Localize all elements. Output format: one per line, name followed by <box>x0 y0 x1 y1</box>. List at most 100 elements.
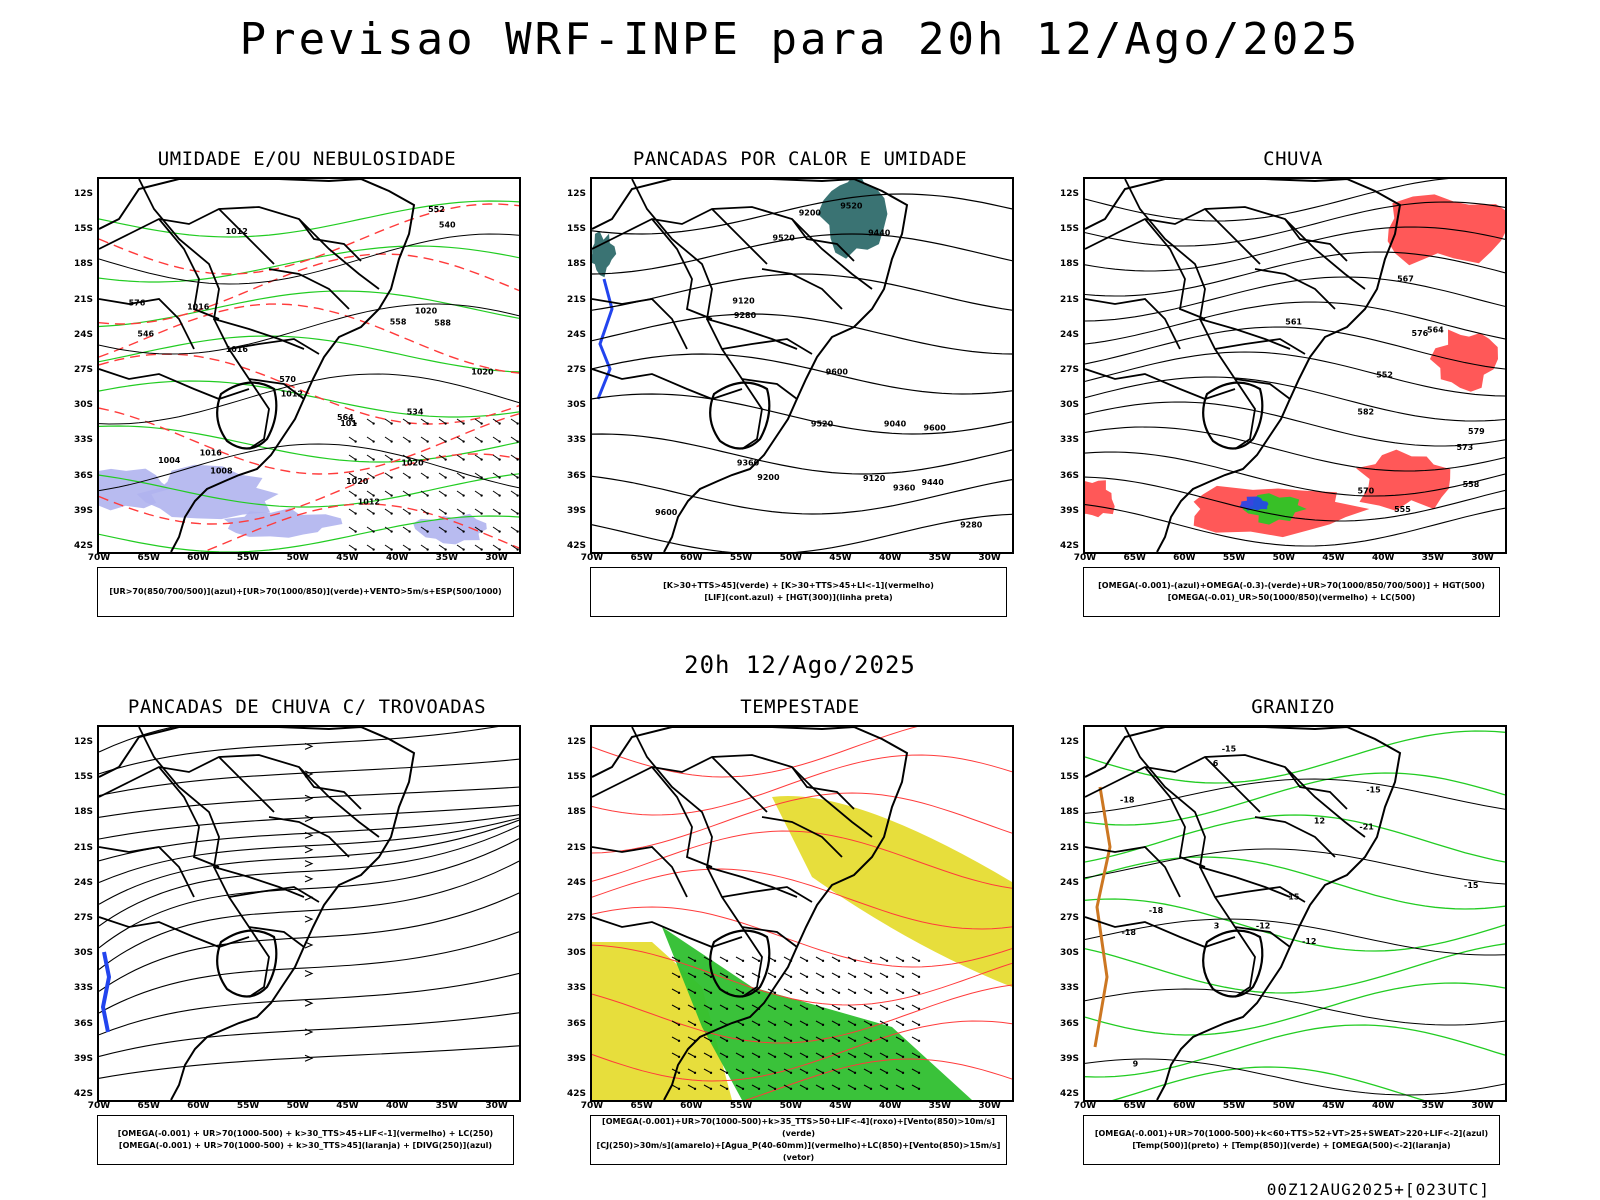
wind-vector-head <box>426 512 429 515</box>
wind-vector-head <box>426 422 429 425</box>
wind-vector-head <box>677 975 681 979</box>
wind-vector <box>815 1084 824 1090</box>
streamline-arrow <box>304 1028 314 1036</box>
wind-vector-head <box>516 422 519 425</box>
height-500-contour <box>1085 276 1505 322</box>
wind-vector-head <box>677 959 681 963</box>
lon-tick-label: 50W <box>779 553 803 563</box>
wind-vector-head <box>821 959 825 963</box>
wind-vector-head <box>516 512 519 515</box>
wind-vector-head <box>837 1039 841 1043</box>
wind-vector-head <box>408 548 411 551</box>
wind-vector <box>783 956 792 962</box>
height-300-contour <box>592 475 1012 515</box>
coastline <box>1085 179 1402 552</box>
wind-vector <box>671 956 680 962</box>
streamline-arrow <box>304 999 314 1007</box>
lat-tick-label: 27S <box>73 365 93 375</box>
humidity-low-contour <box>99 335 519 373</box>
wind-vector <box>687 972 696 978</box>
wind-vector <box>847 1068 856 1074</box>
wind-vector-head <box>444 512 447 515</box>
wind-vector-head <box>821 1055 825 1059</box>
wind-vector-head <box>885 1071 889 1075</box>
wind-vector-head <box>741 1055 745 1059</box>
wind-vector-head <box>773 991 777 995</box>
lat-tick-label: 27S <box>1059 365 1079 375</box>
lon-tick-label: 50W <box>779 1101 803 1111</box>
wind-vector-head <box>789 1039 793 1043</box>
lon-tick-label: 35W <box>1421 1101 1445 1111</box>
height-300-contour <box>592 233 1012 275</box>
contour-label: 564 <box>1427 325 1444 334</box>
temp-850-contour <box>1085 730 1505 784</box>
wind-vector <box>510 508 518 514</box>
lat-tick-label: 30S <box>1059 948 1079 959</box>
state-border <box>1234 378 1291 400</box>
contour-label: 564 <box>337 413 354 422</box>
streamline <box>99 1045 519 1079</box>
lat-tick-label: 39S <box>1059 1053 1079 1064</box>
wind-vector-head <box>869 1039 873 1043</box>
wind-vector-head <box>390 548 393 551</box>
wind-vector <box>348 490 356 496</box>
wind-vector <box>671 1036 680 1042</box>
humidity-upper-area <box>136 464 279 520</box>
wind-vector-head <box>741 1071 745 1075</box>
wind-vector <box>438 472 446 478</box>
contour-label: 588 <box>434 318 451 327</box>
wind-vector <box>895 988 904 994</box>
wind-vector <box>366 508 374 514</box>
lat-tick-label: 27S <box>73 913 93 923</box>
wind-vector <box>783 1004 792 1010</box>
wind-vector <box>703 1084 712 1090</box>
wind-vector-head <box>498 476 501 479</box>
streamline <box>99 804 519 840</box>
lon-tick-label: 60W <box>1173 553 1196 563</box>
wind-vector-head <box>372 512 375 515</box>
state-border <box>721 338 813 355</box>
wind-vector <box>895 1052 904 1058</box>
wind-vector <box>879 1020 888 1026</box>
wind-vector <box>799 1036 808 1042</box>
wind-vector <box>911 1036 920 1042</box>
lon-tick-label: 35W <box>1421 553 1445 563</box>
height-500-contour <box>1085 179 1449 222</box>
wind-vector <box>703 988 712 994</box>
panel-title: TEMPESTADE <box>740 696 860 718</box>
state-border <box>791 766 855 810</box>
wind-vector <box>510 418 518 424</box>
wind-vector <box>474 418 482 424</box>
streamline-850 <box>592 906 1012 968</box>
lon-tick-label: 50W <box>286 553 310 563</box>
state-border <box>228 886 320 903</box>
contour-label: 534 <box>407 407 424 416</box>
wind-vector-head <box>498 530 501 533</box>
panel-legend: [OMEGA(-0.001) + UR>70(1000-500) + k>30_… <box>97 1115 514 1165</box>
lat-tick-label: 18S <box>73 259 93 270</box>
wind-vector-head <box>773 1071 777 1075</box>
height-500-contour <box>1085 351 1505 397</box>
state-border <box>218 756 275 813</box>
wind-vector <box>895 956 904 962</box>
lat-tick-label: 42S <box>73 541 93 551</box>
wind-vector <box>783 1036 792 1042</box>
wind-vector-head <box>354 458 357 461</box>
wind-vector <box>510 472 518 478</box>
lon-tick-label: 35W <box>435 553 459 563</box>
wind-vector <box>474 544 482 550</box>
wind-vector-head <box>354 548 357 551</box>
main-title: Previsao WRF-INPE para 20h 12/Ago/2025 <box>239 14 1361 65</box>
wind-vector <box>687 1020 696 1026</box>
state-border <box>1214 886 1306 903</box>
state-border <box>138 179 305 350</box>
wind-vector-head <box>444 476 447 479</box>
state-border <box>1284 766 1348 810</box>
panel-legend: [OMEGA(-0.001)-(azul)+OMEGA(-0.3)-(verde… <box>1083 567 1500 617</box>
wind-vector <box>492 472 500 478</box>
humidity-upper-area <box>224 508 343 538</box>
wind-vector <box>420 526 428 532</box>
wind-vector <box>719 1068 728 1074</box>
wind-vector-head <box>837 975 841 979</box>
contour-label: 9280 <box>734 311 757 320</box>
